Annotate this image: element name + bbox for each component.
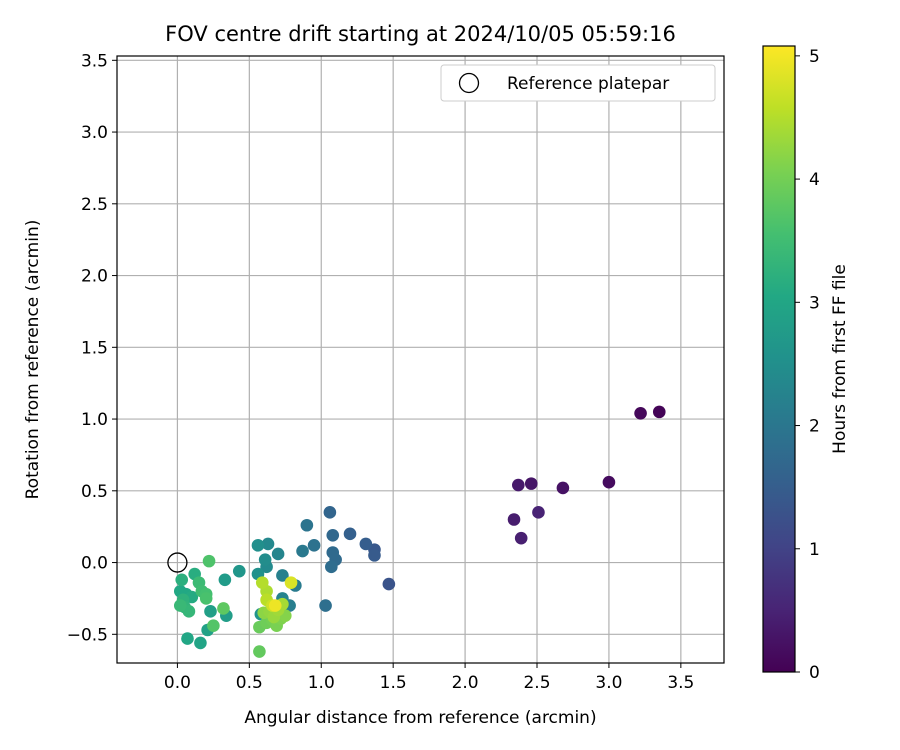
data-point bbox=[319, 599, 332, 612]
legend-marker-open-circle bbox=[458, 72, 480, 94]
data-point bbox=[382, 577, 396, 591]
data-point bbox=[173, 599, 187, 612]
data-point bbox=[207, 619, 220, 632]
data-point bbox=[232, 564, 246, 578]
legend: Reference platepar bbox=[440, 64, 716, 102]
colorbar bbox=[763, 46, 795, 672]
data-point bbox=[507, 513, 521, 526]
data-point bbox=[271, 547, 285, 561]
data-point bbox=[300, 518, 314, 532]
data-point bbox=[181, 632, 194, 645]
data-point bbox=[634, 407, 647, 420]
colorbar-label: Hours from first FF file bbox=[830, 264, 850, 454]
data-point bbox=[343, 527, 357, 541]
legend-label: Reference platepar bbox=[507, 74, 669, 94]
data-point bbox=[251, 539, 265, 552]
data-point bbox=[261, 537, 275, 551]
data-point bbox=[217, 602, 230, 615]
y-tick-label: 2.0 bbox=[81, 267, 108, 287]
data-point bbox=[276, 569, 289, 582]
y-tick-label: 1.5 bbox=[81, 338, 108, 358]
y-tick-label: 0.5 bbox=[81, 482, 108, 502]
data-point bbox=[204, 605, 217, 618]
data-point bbox=[218, 573, 232, 587]
legend-box bbox=[440, 64, 716, 102]
data-point bbox=[199, 592, 213, 605]
colorbar-tick-label: 0 bbox=[809, 663, 820, 683]
data-point bbox=[652, 405, 666, 419]
chart-title: FOV centre drift starting at 2024/10/05 … bbox=[165, 22, 676, 46]
data-point bbox=[258, 553, 272, 566]
y-axis-ticks: −0.5 0.0 0.5 1.0 1.5 2.0 2.5 3.0 3.5 bbox=[67, 51, 117, 645]
y-axis-label: Rotation from reference (arcmin) bbox=[23, 220, 43, 500]
data-point bbox=[194, 636, 207, 650]
y-tick-label: 0.0 bbox=[81, 554, 108, 574]
x-tick-label: 2.0 bbox=[452, 673, 479, 693]
data-point bbox=[175, 573, 189, 587]
y-tick-label: −0.5 bbox=[67, 625, 108, 645]
x-axis-label: Angular distance from reference (arcmin) bbox=[244, 708, 596, 728]
y-tick-label: 3.0 bbox=[81, 123, 108, 143]
x-tick-label: 1.5 bbox=[380, 673, 407, 693]
plot-frame bbox=[116, 55, 725, 664]
data-point bbox=[524, 477, 538, 490]
x-tick-label: 1.0 bbox=[308, 673, 335, 693]
reference-point-marker bbox=[167, 552, 188, 573]
colorbar-frame bbox=[762, 45, 796, 673]
colorbar-tick-label: 2 bbox=[809, 417, 820, 437]
data-point bbox=[514, 531, 528, 545]
data-point bbox=[268, 599, 282, 612]
data-point bbox=[284, 576, 298, 589]
x-tick-label: 3.5 bbox=[667, 673, 694, 693]
x-axis-ticks: 0.0 0.5 1.0 1.5 2.0 2.5 3.0 3.5 bbox=[164, 663, 694, 693]
y-tick-label: 3.5 bbox=[81, 51, 108, 71]
data-points bbox=[167, 405, 666, 658]
colorbar-ticks: 0 1 2 3 4 5 bbox=[795, 47, 820, 683]
colorbar-tick-label: 4 bbox=[809, 170, 820, 190]
data-point bbox=[323, 506, 337, 519]
x-tick-label: 2.5 bbox=[523, 673, 550, 693]
x-tick-label: 3.0 bbox=[595, 673, 622, 693]
data-point bbox=[255, 576, 269, 589]
x-tick-label: 0.5 bbox=[236, 673, 263, 693]
colorbar-tick-label: 5 bbox=[809, 47, 820, 67]
data-point bbox=[368, 549, 381, 562]
y-tick-label: 1.0 bbox=[81, 410, 108, 430]
grid bbox=[117, 56, 724, 663]
data-point bbox=[202, 554, 216, 568]
data-point bbox=[602, 475, 616, 489]
colorbar-tick-label: 3 bbox=[809, 293, 820, 313]
data-point bbox=[359, 537, 373, 551]
data-point bbox=[325, 560, 338, 574]
data-point bbox=[307, 539, 321, 552]
data-point bbox=[512, 478, 525, 492]
y-tick-label: 2.5 bbox=[81, 195, 108, 215]
data-point bbox=[326, 528, 340, 542]
colorbar-tick-label: 1 bbox=[809, 540, 820, 560]
data-point bbox=[556, 481, 570, 495]
data-point bbox=[296, 544, 309, 558]
x-tick-label: 0.0 bbox=[164, 673, 191, 693]
data-point bbox=[253, 645, 266, 658]
data-point bbox=[532, 506, 545, 519]
